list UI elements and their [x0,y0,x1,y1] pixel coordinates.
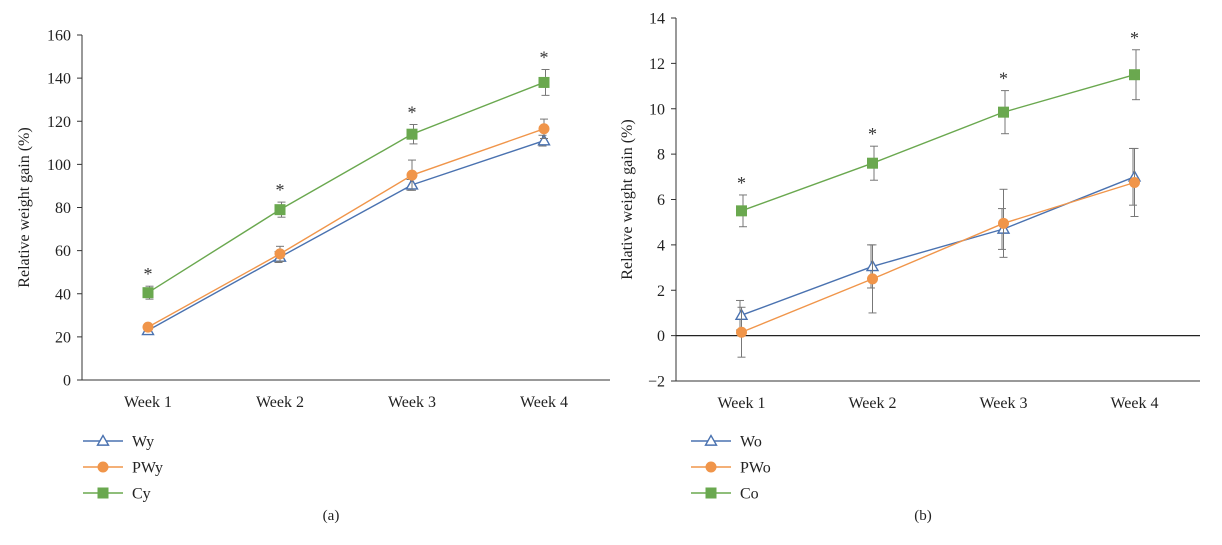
y-axis-title: Relative weight gain (%) [16,127,33,287]
data-point [998,217,1009,229]
series-line [741,74,1135,212]
y-tick-label: 8 [657,147,665,164]
series-line [147,81,545,294]
legend-label: Wo [740,434,762,451]
y-tick-label: 0 [657,328,665,345]
series-co [736,49,1140,228]
data-point [406,169,418,181]
legend-marker [97,487,109,499]
series-cy [142,69,550,300]
data-point [867,273,878,285]
y-tick-label: 40 [55,286,71,303]
legend-item: PWy [83,460,163,477]
data-point [274,248,286,260]
y-tick-label: 10 [649,101,665,118]
data-point [1129,69,1140,81]
data-point [406,128,418,140]
data-point [1129,176,1140,188]
series-line [741,181,1135,333]
series-line [147,128,545,328]
series-wo [734,147,1142,331]
y-tick-label: 14 [649,11,665,28]
significance-mark: * [868,124,877,144]
legend-label: Co [740,486,759,503]
data-point [142,321,154,333]
legend-marker [705,461,717,473]
y-tick-label: 60 [55,243,71,260]
panel-label: (b) [914,508,932,524]
significance-mark: * [999,69,1008,89]
y-tick-label: 4 [657,237,665,254]
y-tick-label: 6 [657,192,665,209]
y-tick-label: 20 [55,329,71,346]
data-point [867,157,878,169]
data-point [736,326,747,338]
x-tick-label: Week 1 [124,394,172,411]
data-point [274,204,286,216]
series-pwy [142,118,550,333]
data-point [142,287,154,299]
legend-item: Wo [691,434,762,451]
series-line [741,176,1135,316]
data-point [736,205,747,217]
legend-marker [96,434,110,446]
x-tick-label: Week 1 [717,395,765,412]
legend-marker [705,487,717,499]
x-tick-label: Week 3 [979,395,1027,412]
y-tick-label: 12 [649,56,665,73]
legend-marker [704,434,718,446]
x-tick-label: Week 4 [1110,395,1158,412]
panel-label: (a) [323,508,340,524]
series-wy [141,133,551,336]
panel-a-chart: 0 20 40 60 80 100 120 140 160 Week 1 Week 2 Week 3 W… [16,28,610,524]
data-point [538,76,550,88]
significance-mark: * [408,102,417,122]
panel-b-chart: −2 0 2 4 6 8 10 12 14 Week 1 Week 2 Week 3 Week 4 Rel… [619,11,1200,524]
data-point [537,133,551,146]
y-tick-label: −2 [648,374,665,391]
legend-item: PWo [691,460,771,477]
y-tick-label: 160 [47,28,71,45]
x-tick-label: Week 2 [848,395,896,412]
x-tick-label: Week 4 [520,394,568,411]
y-tick-label: 140 [47,71,71,88]
legend-item: Wy [83,434,154,451]
y-tick-label: 120 [47,114,71,131]
y-tick-label: 2 [657,283,665,300]
significance-mark: * [144,264,153,284]
series-pwo [736,147,1140,358]
legend-item: Co [691,486,759,503]
significance-mark: * [737,173,746,193]
x-tick-label: Week 3 [388,394,436,411]
legend-label: Wy [132,434,154,451]
legend-label: PWy [132,460,163,477]
legend-marker [97,461,109,473]
significance-mark: * [276,180,285,200]
y-tick-label: 100 [47,157,71,174]
significance-mark: * [1130,28,1139,48]
x-tick-label: Week 2 [256,394,304,411]
significance-mark: * [540,48,549,68]
legend-label: PWo [740,460,771,477]
legend-item: Cy [83,486,151,503]
data-point [998,106,1009,118]
data-point [538,123,550,135]
y-axis-title: Relative weight gain (%) [619,119,636,279]
y-tick-label: 0 [63,373,71,390]
y-tick-label: 80 [55,200,71,217]
series-line [147,139,545,332]
legend-label: Cy [132,486,151,503]
